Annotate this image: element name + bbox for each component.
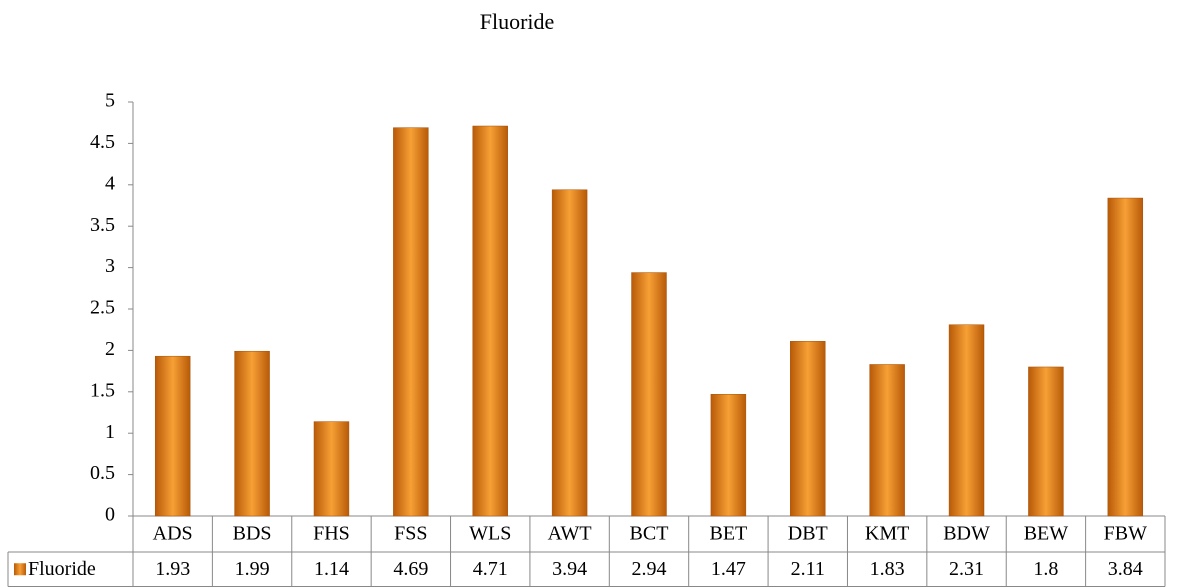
x-tick-label: BCT: [630, 523, 669, 545]
y-tick-label: 1.5: [90, 379, 115, 401]
y-tick-label: 0: [105, 504, 115, 526]
table-value: 1.99: [235, 558, 270, 580]
table-value: 1.93: [155, 558, 190, 580]
bar: [1028, 366, 1064, 517]
bar: [551, 189, 588, 517]
x-tick-label: KMT: [865, 523, 909, 545]
table-value: 2.94: [632, 558, 667, 580]
bar: [869, 364, 905, 517]
x-tick-label: WLS: [469, 523, 511, 545]
y-tick-label: 1: [105, 421, 115, 443]
table-value: 1.83: [870, 558, 905, 580]
y-tick-label: 3.5: [90, 214, 115, 236]
table-value: 1.14: [314, 558, 349, 580]
table-value: 2.11: [791, 558, 825, 580]
x-tick-label: AWT: [548, 523, 592, 545]
y-tick-label: 4.5: [90, 131, 115, 153]
bar: [472, 125, 508, 517]
bar: [1107, 197, 1144, 517]
x-tick-label: BEW: [1024, 523, 1069, 545]
x-tick-label: FHS: [313, 523, 350, 545]
y-tick-label: 0.5: [90, 462, 115, 484]
bar: [948, 324, 985, 517]
bar: [234, 350, 270, 517]
legend-swatch: [14, 563, 26, 576]
x-tick-label: BDW: [943, 523, 990, 545]
x-tick-label: BDS: [233, 523, 272, 545]
legend-label: Fluoride: [28, 558, 96, 580]
table-value: 2.31: [949, 558, 984, 580]
bar: [313, 421, 350, 517]
y-tick-label: 4: [105, 172, 115, 194]
table-value: 1.8: [1033, 558, 1058, 580]
x-tick-label: BET: [709, 523, 747, 545]
table-value: 4.71: [473, 558, 508, 580]
x-tick-label: DBT: [788, 523, 828, 545]
bar: [710, 394, 747, 517]
y-tick-label: 3: [105, 255, 115, 277]
table-value: 3.84: [1108, 558, 1143, 580]
x-tick-label: ADS: [153, 523, 193, 545]
table-value: 1.47: [711, 558, 746, 580]
x-tick-label: FBW: [1104, 523, 1147, 545]
y-tick-label: 5: [105, 90, 115, 112]
table-value: 4.69: [393, 558, 428, 580]
y-tick-label: 2: [105, 338, 115, 360]
chart-title: Fluoride: [480, 9, 555, 34]
y-tick-label: 2.5: [90, 297, 115, 319]
bar: [631, 272, 667, 517]
x-tick-label: FSS: [394, 523, 427, 545]
bar: [393, 127, 429, 517]
bar: [790, 341, 826, 517]
bar: [154, 355, 191, 517]
table-value: 3.94: [552, 558, 587, 580]
